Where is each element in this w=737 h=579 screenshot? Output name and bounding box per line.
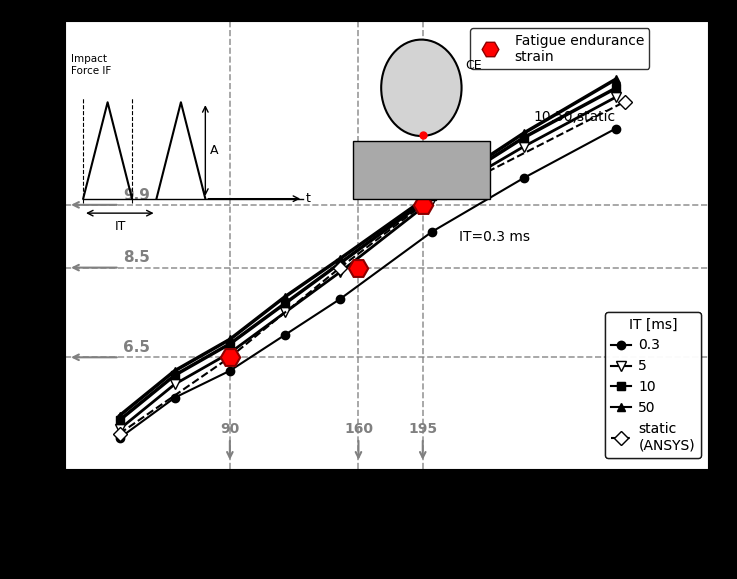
Text: 10,50,static: 10,50,static — [533, 110, 615, 124]
Text: 8.5: 8.5 — [123, 250, 150, 265]
Text: 160: 160 — [344, 422, 373, 436]
Y-axis label: von Mises strain ε [x10⁻³] at CE: von Mises strain ε [x10⁻³] at CE — [15, 124, 30, 366]
Text: 5: 5 — [450, 179, 460, 193]
Legend: 0.3, 5, 10, 50, static
(ANSYS): 0.3, 5, 10, 50, static (ANSYS) — [605, 312, 701, 458]
Text: IT=0.3 ms: IT=0.3 ms — [459, 229, 531, 244]
Text: 195: 195 — [408, 422, 437, 436]
Text: 90: 90 — [220, 422, 240, 436]
Text: Coating: Ti$_{40}$Al$_{60}$N, Substrate:HW/ K05-K20,
Ball indenter HW/K05-K20, 1: Coating: Ti$_{40}$Al$_{60}$N, Substrate:… — [218, 530, 519, 573]
Text: 6.5: 6.5 — [123, 340, 150, 355]
Text: 9.9: 9.9 — [123, 188, 150, 203]
X-axis label: Impact Force Amplitude A [daN]: Impact Force Amplitude A [daN] — [253, 500, 519, 518]
